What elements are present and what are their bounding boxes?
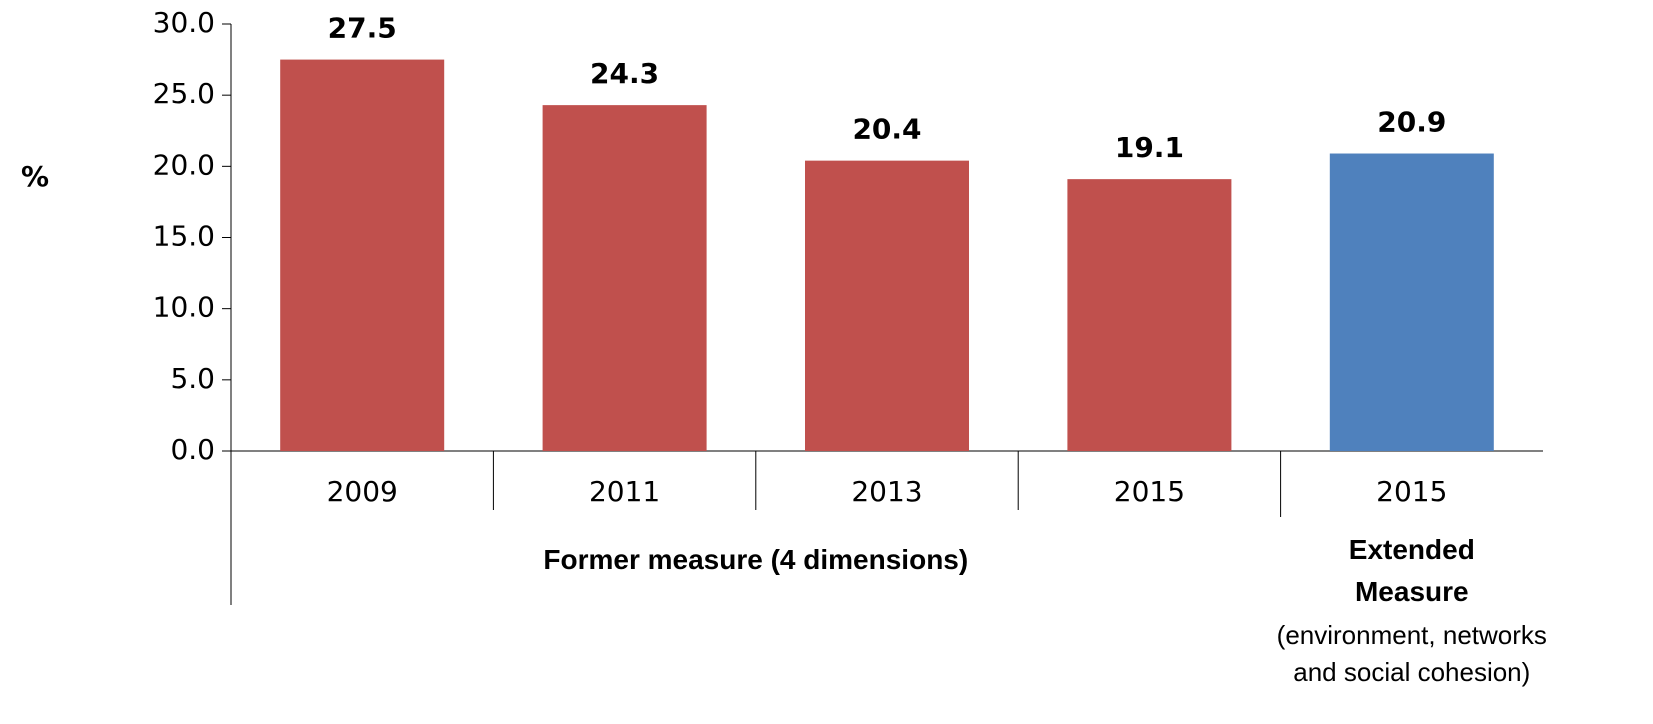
x-tick-label: 2013: [851, 475, 922, 508]
group-note: (environment, networks and social cohesi…: [1276, 620, 1547, 687]
group-label: Extended Measure (environment, networks a…: [1257, 529, 1567, 691]
bar: [542, 105, 707, 451]
bar: [1329, 153, 1494, 452]
group-name: Former measure (4 dimensions): [543, 544, 969, 575]
data-label: 20.4: [852, 113, 921, 146]
y-tick-label: 15.0: [153, 220, 215, 253]
y-axis-label: %: [21, 160, 49, 193]
data-label: 24.3: [590, 57, 659, 90]
y-tick-label: 5.0: [170, 362, 215, 395]
data-label: 27.5: [328, 12, 397, 45]
bar: [805, 160, 969, 451]
data-label: 19.1: [1115, 131, 1184, 164]
data-label: 20.9: [1377, 106, 1446, 139]
x-tick-label: 2011: [589, 475, 660, 508]
x-tick-label: 2015: [1376, 475, 1447, 508]
y-tick-label: 10.0: [153, 291, 215, 324]
x-tick-label: 2015: [1114, 475, 1185, 508]
y-tick-label: 30.0: [153, 6, 215, 39]
bar: [280, 59, 445, 451]
y-tick-label: 0.0: [170, 433, 215, 466]
group-name: Extended Measure: [1348, 534, 1475, 607]
y-tick-label: 20.0: [153, 148, 215, 181]
group-label: Former measure (4 dimensions): [456, 539, 1056, 581]
x-tick-label: 2009: [327, 475, 398, 508]
y-tick-label: 25.0: [153, 77, 215, 110]
bar: [1067, 179, 1232, 452]
